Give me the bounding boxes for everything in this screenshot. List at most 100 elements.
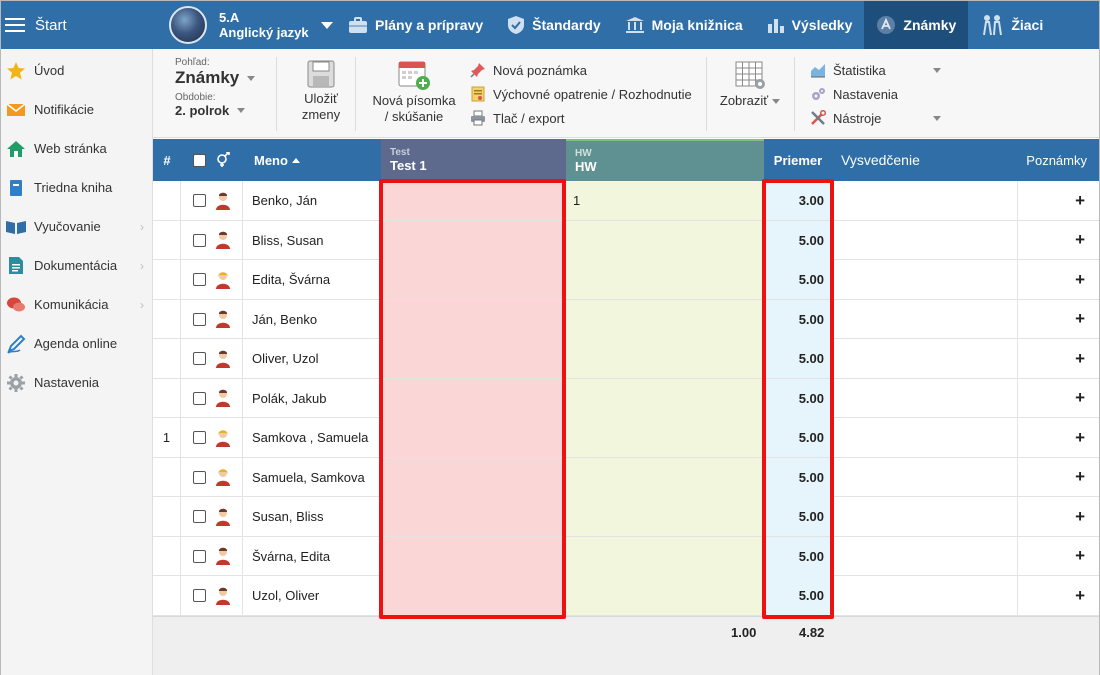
add-note-button[interactable]: +	[1075, 309, 1085, 328]
hw-grade-cell[interactable]	[566, 536, 764, 576]
test-grade-cell[interactable]	[381, 536, 566, 576]
add-note-button[interactable]: +	[1075, 506, 1085, 526]
show-dropdown-button[interactable]: Zobraziť	[716, 59, 784, 109]
student-name[interactable]: Samuela, Samkova	[243, 457, 381, 497]
print-export-button[interactable]: Tlač / export	[469, 106, 692, 130]
test-grade-cell[interactable]	[381, 576, 566, 615]
statistics-dropdown[interactable]: Štatistika	[809, 58, 941, 82]
certificate-cell[interactable]	[832, 299, 1018, 339]
save-button[interactable]: Uložiť zmeny	[296, 59, 346, 123]
test-grade-cell[interactable]	[381, 418, 566, 457]
test-grade-cell[interactable]	[381, 181, 566, 220]
student-name[interactable]: Bliss, Susan	[243, 220, 381, 260]
sidebar-item-documentation[interactable]: Dokumentácia ›	[1, 246, 152, 285]
hw-grade-cell[interactable]	[566, 457, 764, 497]
row-checkbox[interactable]	[193, 470, 206, 484]
settings-dropdown[interactable]: Nastavenia	[809, 82, 941, 106]
certificate-cell[interactable]	[832, 497, 1018, 536]
row-checkbox[interactable]	[193, 431, 206, 444]
row-checkbox[interactable]	[193, 273, 206, 286]
add-note-button[interactable]: +	[1075, 585, 1085, 605]
row-checkbox[interactable]	[193, 233, 206, 247]
row-checkbox[interactable]	[193, 589, 206, 602]
hw-grade-cell[interactable]	[566, 497, 764, 536]
student-name[interactable]: Ján, Benko	[243, 299, 381, 339]
student-name[interactable]: Uzol, Oliver	[243, 576, 381, 615]
sidebar-item-class-book[interactable]: Triedna kniha	[1, 168, 152, 207]
certificate-cell[interactable]	[832, 220, 1018, 260]
add-note-button[interactable]: +	[1075, 388, 1085, 407]
certificate-cell[interactable]	[832, 418, 1018, 457]
period-dropdown[interactable]: 2. polrok	[175, 103, 255, 118]
test-grade-cell[interactable]	[381, 220, 566, 260]
add-note-button[interactable]: +	[1075, 269, 1085, 289]
add-note-button[interactable]: +	[1075, 348, 1085, 368]
header-test-column[interactable]: Test Test 1	[381, 139, 566, 181]
view-dropdown[interactable]: Známky	[175, 68, 256, 88]
hw-grade-cell[interactable]: 1	[566, 181, 764, 220]
new-test-button[interactable]: Nová písomka / skúšanie	[368, 59, 460, 125]
add-note-button[interactable]: +	[1075, 190, 1085, 210]
test-grade-cell[interactable]	[381, 497, 566, 536]
test-grade-cell[interactable]	[381, 457, 566, 497]
row-checkbox[interactable]	[193, 391, 206, 405]
sidebar-item-communication[interactable]: Komunikácia ›	[1, 285, 152, 324]
start-menu-button[interactable]: Štart	[1, 1, 153, 49]
row-checkbox[interactable]	[193, 194, 206, 207]
certificate-cell[interactable]	[832, 378, 1018, 418]
add-note-button[interactable]: +	[1075, 230, 1085, 249]
nav-results[interactable]: Výsledky	[755, 1, 865, 49]
certificate-cell[interactable]	[832, 457, 1018, 497]
nav-library[interactable]: Moja knižnica	[613, 1, 755, 49]
nav-standards[interactable]: Štandardy	[495, 1, 612, 49]
certificate-cell[interactable]	[832, 576, 1018, 615]
sidebar-item-website[interactable]: Web stránka	[1, 129, 152, 168]
add-note-button[interactable]: +	[1075, 427, 1085, 447]
student-name[interactable]: Polák, Jakub	[243, 378, 381, 418]
tools-dropdown[interactable]: Nástroje	[809, 106, 941, 130]
hw-grade-cell[interactable]	[566, 418, 764, 457]
hw-grade-cell[interactable]	[566, 576, 764, 615]
sidebar-item-teaching[interactable]: Vyučovanie ›	[1, 207, 152, 246]
row-checkbox[interactable]	[193, 549, 206, 563]
test-grade-cell[interactable]	[381, 378, 566, 418]
test-grade-cell[interactable]	[381, 260, 566, 299]
sidebar-item-agenda[interactable]: Agenda online	[1, 324, 152, 363]
hw-grade-cell[interactable]	[566, 299, 764, 339]
hw-grade-cell[interactable]	[566, 378, 764, 418]
test-grade-cell[interactable]	[381, 299, 566, 339]
sidebar-item-settings[interactable]: Nastavenia	[1, 363, 152, 402]
row-checkbox[interactable]	[193, 352, 206, 365]
nav-students[interactable]: Žiaci	[968, 1, 1055, 49]
sidebar-item-intro[interactable]: Úvod	[1, 51, 152, 90]
student-name[interactable]: Oliver, Uzol	[243, 339, 381, 378]
nav-plans[interactable]: Plány a prípravy	[336, 1, 495, 49]
student-name[interactable]: Benko, Ján	[243, 181, 381, 220]
class-selector[interactable]: 5.A Anglický jazyk	[153, 1, 336, 49]
select-all-checkbox[interactable]	[193, 153, 206, 167]
student-name[interactable]: Samkova , Samuela	[243, 418, 381, 457]
certificate-cell[interactable]	[832, 181, 1018, 220]
certificate-cell[interactable]	[832, 260, 1018, 299]
test-grade-cell[interactable]	[381, 339, 566, 378]
header-hw-column[interactable]: HW HW	[566, 139, 764, 181]
row-checkbox[interactable]	[193, 312, 206, 326]
student-name[interactable]: Edita, Švárna	[243, 260, 381, 299]
nav-grades[interactable]: Známky	[864, 1, 969, 49]
student-name[interactable]: Susan, Bliss	[243, 497, 381, 536]
gender-icon[interactable]	[215, 152, 231, 168]
hw-grade-cell[interactable]	[566, 260, 764, 299]
row-checkbox[interactable]	[193, 510, 206, 523]
student-name[interactable]: Švárna, Edita	[243, 536, 381, 576]
hw-grade-cell[interactable]	[566, 220, 764, 260]
hw-grade-cell[interactable]	[566, 339, 764, 378]
edu-measure-button[interactable]: Výchovné opatrenie / Rozhodnutie	[469, 82, 692, 106]
add-note-button[interactable]: +	[1075, 546, 1085, 565]
certificate-cell[interactable]	[832, 339, 1018, 378]
new-note-button[interactable]: Nová poznámka	[469, 58, 692, 82]
header-name[interactable]: Meno	[243, 139, 381, 181]
sidebar-item-notifications[interactable]: Notifikácie	[1, 90, 152, 129]
certificate-cell[interactable]	[832, 536, 1018, 576]
male-student-icon	[215, 350, 231, 368]
add-note-button[interactable]: +	[1075, 467, 1085, 486]
